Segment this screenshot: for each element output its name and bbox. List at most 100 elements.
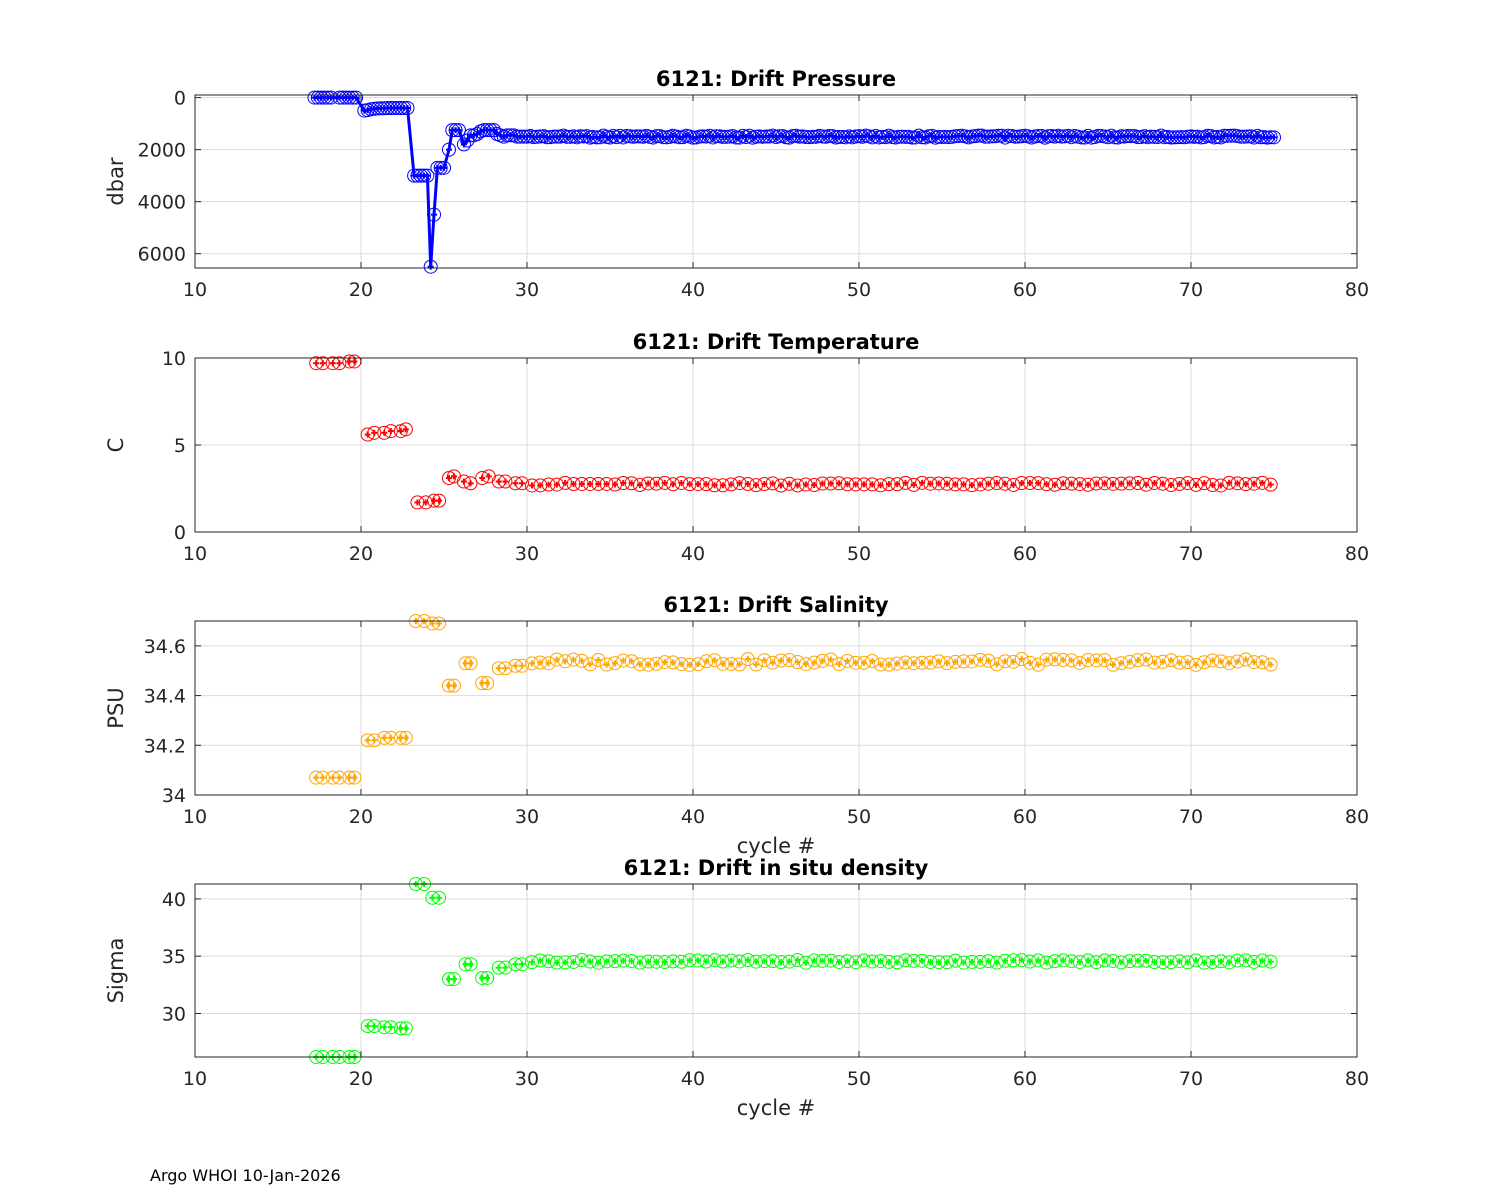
data-point xyxy=(515,658,530,673)
y-tick-label: 0 xyxy=(174,522,186,544)
data-point xyxy=(1064,653,1079,668)
data-point xyxy=(674,954,689,969)
y-tick-label: 0 xyxy=(174,88,186,110)
data-point xyxy=(923,655,938,670)
data-point xyxy=(398,1021,413,1036)
data-point xyxy=(998,476,1013,491)
data-point xyxy=(624,654,639,669)
data-point xyxy=(1139,652,1154,667)
data-point xyxy=(1031,657,1046,672)
axes-frame xyxy=(194,94,1358,269)
x-tick-label: 60 xyxy=(1013,806,1037,828)
x-tick-label: 80 xyxy=(1345,543,1369,565)
data-point xyxy=(446,678,461,693)
data-point xyxy=(1255,475,1270,490)
data-point xyxy=(599,657,614,672)
data-point xyxy=(417,168,432,183)
data-point xyxy=(690,657,705,672)
data-point xyxy=(649,656,664,671)
data-point xyxy=(448,123,463,138)
chart-4: 10 20 30 40 50 60 70 80 30 35 40 6121: Drift in sit… xyxy=(104,856,1369,1120)
data-point xyxy=(558,654,573,669)
data-point xyxy=(332,770,347,785)
data-point xyxy=(315,356,330,371)
data-point xyxy=(1072,655,1087,670)
data-point xyxy=(320,90,335,105)
data-point xyxy=(906,477,921,492)
data-point xyxy=(1006,654,1021,669)
data-point xyxy=(1164,478,1179,493)
data-point xyxy=(1105,657,1120,672)
data-point xyxy=(1222,656,1237,671)
data-point xyxy=(383,730,398,745)
y-tick-label: 30 xyxy=(162,1003,186,1025)
data-point xyxy=(1014,652,1029,667)
x-tick-label: 20 xyxy=(349,1068,373,1090)
data-point xyxy=(632,955,647,970)
y-tick-label: 34.6 xyxy=(144,636,186,658)
data-point xyxy=(607,656,622,671)
data-point xyxy=(724,477,739,492)
data-point xyxy=(1238,953,1253,968)
data-point xyxy=(437,160,451,175)
x-tick-label: 70 xyxy=(1179,279,1203,301)
data-point xyxy=(1022,655,1037,670)
data-point xyxy=(840,653,855,668)
x-axis-label: cycle # xyxy=(737,834,816,858)
y-axis-label: C xyxy=(104,438,128,453)
data-point xyxy=(699,954,714,969)
x-tick-label: 10 xyxy=(183,543,207,565)
data-point xyxy=(848,955,863,970)
data-point xyxy=(574,653,589,668)
data-point xyxy=(890,955,905,970)
data-point xyxy=(1014,953,1029,968)
data-point xyxy=(498,474,513,489)
x-tick-label: 10 xyxy=(183,279,207,301)
x-tick-label: 40 xyxy=(681,806,705,828)
data-point xyxy=(798,955,813,970)
chart-title: 6121: Drift Temperature xyxy=(633,330,920,354)
x-tick-label: 60 xyxy=(1013,279,1037,301)
data-point xyxy=(433,160,448,175)
data-point xyxy=(1081,953,1096,968)
data-point xyxy=(674,475,689,490)
data-point xyxy=(1172,954,1187,969)
data-point xyxy=(1164,653,1179,668)
data-point xyxy=(981,653,996,668)
data-point xyxy=(1263,130,1278,145)
data-point xyxy=(1255,953,1270,968)
data-point xyxy=(1188,657,1203,672)
data-point xyxy=(524,955,539,970)
data-point xyxy=(1230,654,1245,669)
data-point xyxy=(815,653,830,668)
data-point xyxy=(890,656,905,671)
data-point xyxy=(1238,652,1253,667)
x-tick-label: 60 xyxy=(1013,543,1037,565)
data-point xyxy=(383,424,398,439)
x-tick-label: 30 xyxy=(515,1068,539,1090)
data-point xyxy=(1263,954,1278,969)
data-point xyxy=(807,478,822,493)
data-point xyxy=(574,953,589,968)
data-point xyxy=(498,661,513,676)
data-point xyxy=(549,477,564,492)
data-point xyxy=(1114,656,1129,671)
data-point xyxy=(915,953,930,968)
data-point xyxy=(931,654,946,669)
chart-2: 10 20 30 40 50 60 70 80 0 5 10 6121: Drift Temperat… xyxy=(104,330,1369,565)
x-tick-label: 10 xyxy=(183,806,207,828)
chart-title: 6121: Drift in situ density xyxy=(624,856,929,880)
x-tick-label: 80 xyxy=(1345,1068,1369,1090)
y-tick-label: 10 xyxy=(162,348,186,370)
data-point xyxy=(451,123,466,138)
data-point xyxy=(981,954,996,969)
data-point xyxy=(446,972,461,987)
data-point xyxy=(964,654,979,669)
x-tick-label: 20 xyxy=(349,543,373,565)
data-point xyxy=(1213,954,1228,969)
x-tick-label: 50 xyxy=(847,806,871,828)
data-point xyxy=(624,476,639,491)
data-point xyxy=(456,137,471,152)
data-point xyxy=(1247,954,1262,969)
